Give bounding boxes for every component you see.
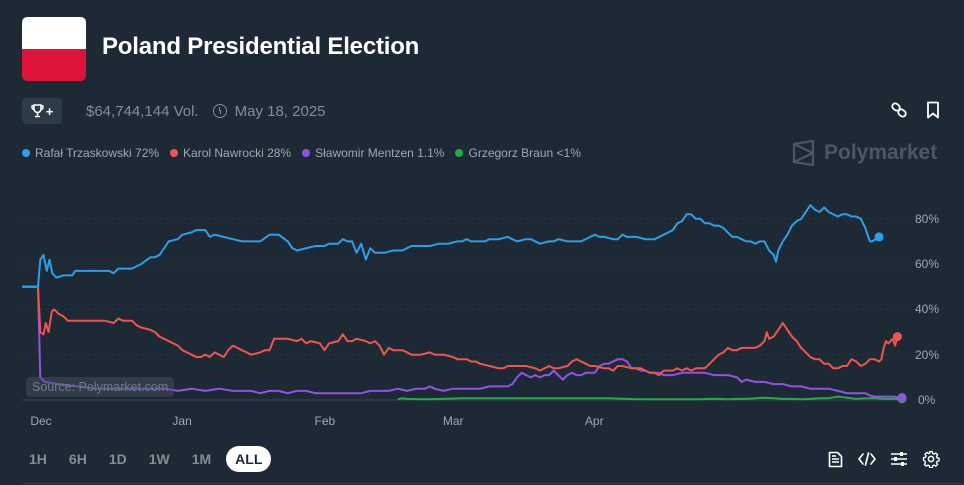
legend-item-braun: Grzegorz Braun <1% — [455, 146, 581, 160]
legend-item-nawrocki: Karol Nawrocki 28% — [170, 146, 291, 160]
source-label: Source: Polymarket.com — [26, 377, 175, 397]
legend-label: Karol Nawrocki 28% — [183, 146, 292, 160]
polymarket-logo-icon — [792, 140, 815, 166]
range-button-1w[interactable]: 1W — [148, 451, 170, 467]
x-tick-label: Dec — [30, 414, 52, 428]
series-endpoint-nawrocki — [892, 332, 902, 342]
series-line-nawrocki — [22, 285, 899, 377]
trophy-icon — [31, 104, 44, 118]
chart-legend: Rafał Trzaskowski 72% Karol Nawrocki 28%… — [22, 146, 581, 160]
series-line-braun — [397, 395, 902, 401]
gear-icon — [922, 450, 940, 468]
x-tick-label: Jan — [172, 414, 192, 428]
section-divider — [22, 483, 964, 484]
series-line-mentzen — [22, 285, 903, 399]
range-button-1m[interactable]: 1M — [191, 451, 212, 467]
legend-dot — [170, 149, 179, 157]
x-tick-label: Apr — [584, 414, 604, 428]
bookmark-button[interactable] — [924, 101, 942, 119]
range-button-6h[interactable]: 6H — [68, 451, 87, 467]
link-icon — [891, 102, 907, 118]
legend-label: Sławomir Mentzen 1.1% — [315, 146, 445, 160]
y-tick-label: 0% — [918, 393, 936, 407]
page-title: Poland Presidential Election — [102, 33, 420, 60]
header-actions — [890, 101, 942, 119]
copy-link-button[interactable] — [890, 101, 908, 119]
series-endpoint-mentzen — [897, 393, 907, 403]
legend-label: Grzegorz Braun <1% — [468, 146, 581, 160]
polymarket-watermark: Polymarket — [792, 140, 937, 166]
settings-button[interactable] — [922, 450, 940, 468]
market-meta: + $64,744,144 Vol. May 18, 2025 — [22, 98, 326, 124]
flag-white-band — [22, 17, 86, 49]
bookmark-icon — [927, 101, 939, 119]
poland-flag-image — [22, 17, 86, 81]
document-icon — [828, 451, 842, 467]
y-tick-label: 40% — [915, 302, 940, 317]
range-button-all[interactable]: ALL — [226, 446, 272, 472]
legend-dot — [455, 149, 464, 157]
range-button-1d[interactable]: 1D — [108, 451, 127, 467]
series-line-trzaskowski — [22, 204, 880, 288]
x-tick-label: Mar — [442, 414, 464, 428]
range-button-1h[interactable]: 1H — [29, 451, 47, 467]
legend-label: Rafał Trzaskowski 72% — [35, 146, 160, 160]
y-tick-label: 60% — [915, 257, 940, 272]
clock-icon — [212, 104, 227, 118]
flag-red-band — [22, 49, 86, 81]
end-date-text: May 18, 2025 — [234, 102, 326, 120]
chart-settings-button[interactable] — [890, 450, 908, 468]
x-tick-label: Feb — [314, 414, 336, 428]
volume-text: $64,744,144 Vol. — [86, 102, 199, 120]
y-tick-label: 20% — [915, 347, 940, 362]
rules-button[interactable] — [826, 450, 844, 468]
sliders-icon — [891, 452, 907, 466]
embed-button[interactable] — [858, 450, 876, 468]
trophy-button[interactable]: + — [22, 98, 62, 124]
code-icon — [858, 452, 876, 466]
chart-tools — [826, 450, 940, 468]
trophy-plus-label: + — [45, 103, 54, 119]
legend-dot — [22, 149, 30, 157]
time-range-selector: 1H 6H 1D 1W 1M ALL — [22, 446, 272, 472]
brand-name: Polymarket — [824, 141, 938, 164]
y-tick-label: 80% — [915, 211, 940, 226]
legend-dot — [302, 149, 311, 157]
series-endpoint-trzaskowski — [874, 232, 884, 242]
legend-item-mentzen: Sławomir Mentzen 1.1% — [302, 146, 444, 160]
legend-item-trzaskowski: Rafał Trzaskowski 72% — [22, 146, 159, 160]
